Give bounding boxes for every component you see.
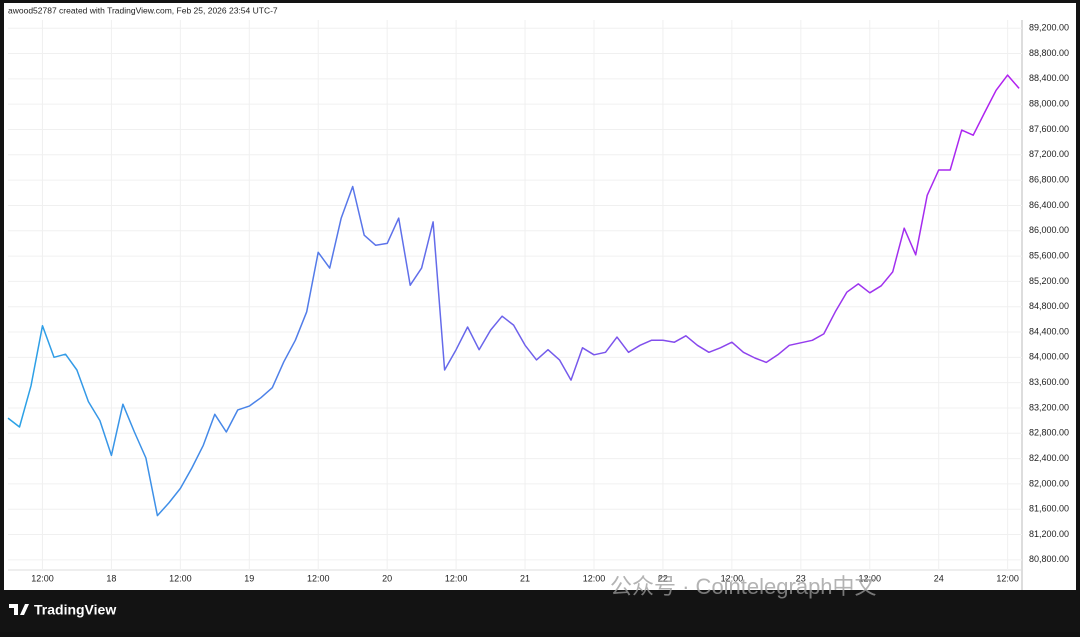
header: awood52787 created with TradingView.com,… xyxy=(8,5,278,15)
x-tick-label: 12:00 xyxy=(721,573,744,583)
y-tick-label: 83,200.00 xyxy=(1029,402,1069,412)
y-tick-label: 80,800.00 xyxy=(1029,554,1069,564)
y-tick-label: 87,600.00 xyxy=(1029,124,1069,134)
y-tick-label: 88,000.00 xyxy=(1029,99,1069,109)
y-tick-label: 86,400.00 xyxy=(1029,200,1069,210)
x-tick-label: 21 xyxy=(520,573,530,583)
x-tick-label: 19 xyxy=(244,573,254,583)
y-tick-label: 88,800.00 xyxy=(1029,48,1069,58)
y-tick-label: 84,800.00 xyxy=(1029,301,1069,311)
y-tick-label: 81,600.00 xyxy=(1029,504,1069,514)
x-tick-label: 24 xyxy=(934,573,944,583)
x-tick-label: 12:00 xyxy=(858,573,881,583)
y-tick-label: 84,000.00 xyxy=(1029,352,1069,362)
watermark: 公众号 · Cointelegraph中文 xyxy=(610,574,877,599)
x-tick-label: 12:00 xyxy=(996,573,1019,583)
y-tick-label: 87,200.00 xyxy=(1029,149,1069,159)
x-tick-label: 20 xyxy=(382,573,392,583)
x-tick-label: 18 xyxy=(106,573,116,583)
y-tick-label: 85,200.00 xyxy=(1029,276,1069,286)
price-line xyxy=(7,74,1020,517)
logo: TradingView xyxy=(9,602,116,618)
x-tick-label: 12:00 xyxy=(445,573,468,583)
x-tick-label: 12:00 xyxy=(583,573,606,583)
x-tick-label: 22 xyxy=(658,573,668,583)
brand: TradingView xyxy=(34,602,116,618)
x-tick-label: 12:00 xyxy=(307,573,330,583)
y-tick-label: 86,800.00 xyxy=(1029,175,1069,185)
logo-mark xyxy=(9,604,29,615)
x-tick-label: 23 xyxy=(796,573,806,583)
y-tick-label: 85,600.00 xyxy=(1029,250,1069,260)
y-tick-label: 84,400.00 xyxy=(1029,326,1069,336)
y-tick-label: 82,000.00 xyxy=(1029,478,1069,488)
y-tick-label: 82,400.00 xyxy=(1029,453,1069,463)
x-tick-label: 12:00 xyxy=(31,573,54,583)
y-tick-label: 81,200.00 xyxy=(1029,529,1069,539)
y-tick-label: 88,400.00 xyxy=(1029,73,1069,83)
y-tick-label: 83,600.00 xyxy=(1029,377,1069,387)
y-tick-label: 89,200.00 xyxy=(1029,23,1069,33)
panel xyxy=(4,3,1076,590)
y-tick-label: 82,800.00 xyxy=(1029,428,1069,438)
y-tick-label: 86,000.00 xyxy=(1029,225,1069,235)
x-tick-label: 12:00 xyxy=(169,573,192,583)
